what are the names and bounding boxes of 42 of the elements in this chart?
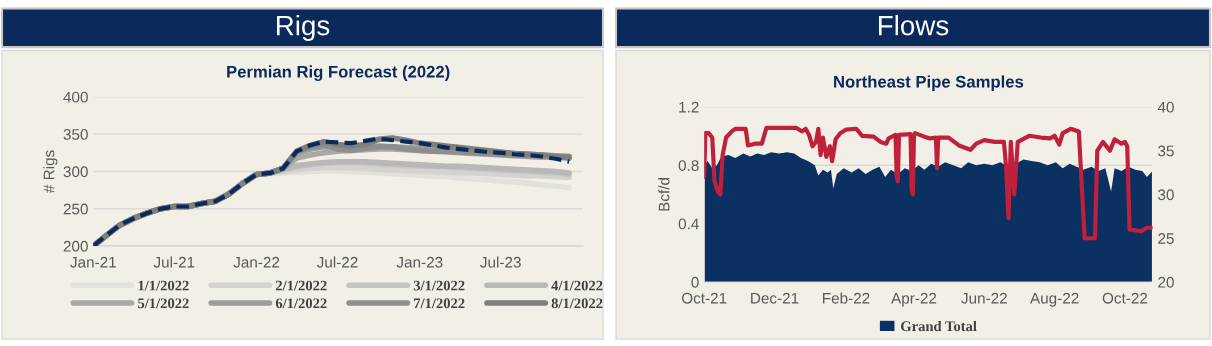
x-tick-label: Jan-21 (70, 256, 116, 268)
y2-tick-label: 25 (1158, 233, 1174, 244)
legend-label: 5/1/2022 (138, 298, 189, 309)
chart-subtitle: Permian Rig Forecast (2022) (227, 65, 450, 81)
x-tick-label: Oct-22 (1102, 292, 1148, 304)
x-tick-label: Apr-22 (891, 292, 937, 307)
x-tick-label: Jun-22 (961, 292, 1007, 304)
x-tick-label: Dec-21 (751, 292, 799, 304)
x-tick-label: Oct-21 (681, 292, 727, 304)
y2-tick-label: 30 (1158, 189, 1174, 201)
x-tick-label: Jul-23 (480, 256, 521, 268)
legend-label: 6/1/2022 (275, 298, 327, 309)
x-tick-label: Feb-22 (823, 292, 870, 304)
y2-tick-label: 35 (1158, 145, 1174, 157)
x-tick-label: Aug-22 (1030, 292, 1079, 307)
y-tick-label: 250 (63, 203, 88, 215)
x-tick-label: Jan-22 (233, 256, 280, 268)
x-tick-label: Jul-22 (316, 256, 358, 268)
legend-label: 1/1/2022 (138, 280, 189, 291)
y-tick-label: 400 (63, 91, 88, 103)
legend-label: 4/1/2022 (551, 280, 603, 291)
y-tick-label: 0 (691, 276, 699, 288)
legend-label: 7/1/2022 (414, 298, 465, 309)
y-axis-title: # Rigs (43, 150, 58, 194)
legend-label: Grand Total (901, 320, 977, 332)
y-tick-label: 300 (63, 166, 88, 178)
y-tick-label: 0.8 (678, 160, 699, 171)
y2-tick-label: 40 (1157, 101, 1174, 113)
chart-title: Rigs (276, 15, 330, 41)
y-tick-label: 1.2 (679, 101, 699, 113)
y-tick-label: 0.4 (678, 218, 699, 230)
x-tick-label: Jul-21 (153, 256, 195, 268)
y-axis-title: Bcf/d (658, 178, 670, 211)
y2-tick-label: 20 (1158, 276, 1174, 288)
legend-label: 2/1/2022 (275, 280, 327, 291)
legend-label: 8/1/2022 (551, 298, 603, 309)
y-tick-label: 350 (63, 129, 88, 140)
legend-label: 3/1/2022 (413, 280, 465, 291)
chart-title: Flows (879, 15, 949, 36)
y-tick-label: 200 (63, 240, 88, 252)
chart-subtitle: Northeast Pipe Samples (834, 75, 1024, 91)
x-tick-label: Jan-23 (396, 256, 443, 268)
